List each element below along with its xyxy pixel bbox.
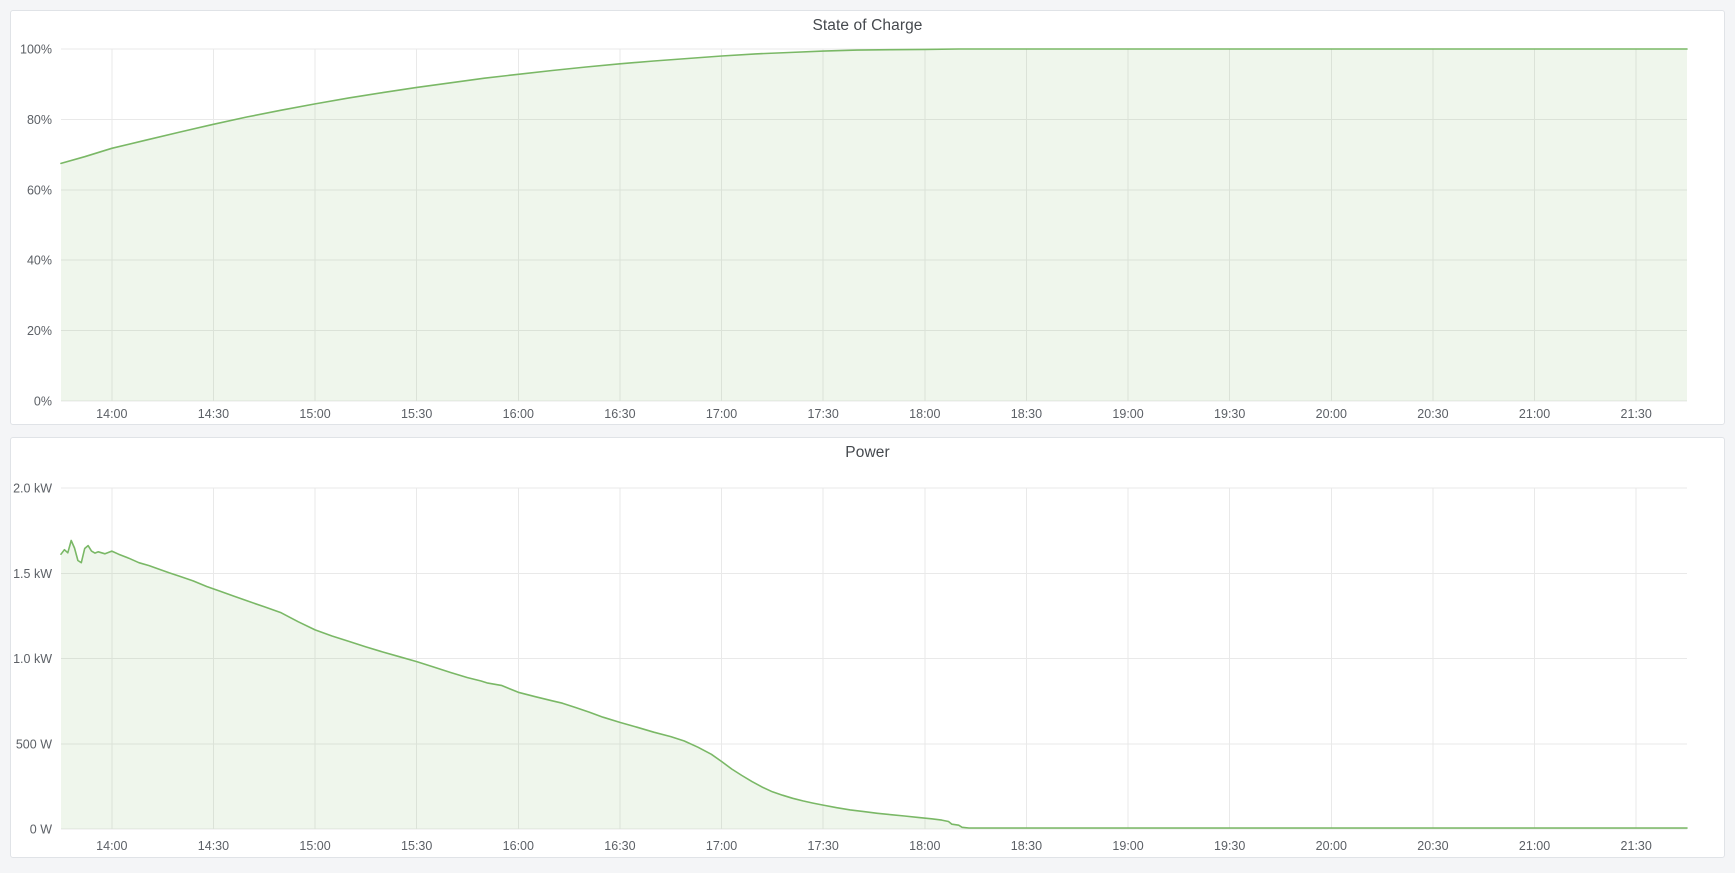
- y-axis-label: 40%: [27, 254, 52, 268]
- y-axis-label: 0 W: [30, 823, 52, 837]
- x-axis-label: 20:30: [1417, 407, 1448, 421]
- x-axis-label: 15:00: [299, 407, 330, 421]
- x-axis-label: 18:00: [909, 407, 940, 421]
- y-axis-label: 0%: [34, 395, 52, 409]
- x-axis-label: 15:30: [401, 839, 432, 853]
- x-axis-label: 21:00: [1519, 407, 1550, 421]
- x-axis-label: 21:00: [1519, 839, 1550, 853]
- power-chart-plot[interactable]: 0 W 500 W 1.0 kW 1.5 kW 2.0 kW 14:00 14:30 15:0…: [11, 438, 1724, 857]
- grid: [61, 48, 1687, 402]
- x-axis-label: 14:30: [198, 839, 229, 853]
- x-axis-label: 19:30: [1214, 407, 1245, 421]
- x-axis-label: 14:30: [198, 407, 229, 421]
- x-axis-label: 16:30: [604, 839, 635, 853]
- x-axis-label: 17:30: [808, 407, 839, 421]
- x-axis-label: 18:30: [1011, 839, 1042, 853]
- x-axis-label: 16:00: [503, 407, 534, 421]
- x-axis-label: 19:00: [1112, 839, 1143, 853]
- series-area: [61, 49, 1687, 401]
- panel-title-power[interactable]: Power: [845, 444, 890, 461]
- y-axis-label: 80%: [27, 113, 52, 127]
- x-axis-label: 20:00: [1316, 407, 1347, 421]
- panel-title-state-of-charge[interactable]: State of Charge: [812, 17, 923, 34]
- x-axis-label: 18:30: [1011, 407, 1042, 421]
- x-axis-label: 14:00: [96, 839, 127, 853]
- panel-state-of-charge: State of Charge 0% 20% 40% 60% 80% 100% 14:00 1…: [10, 10, 1725, 425]
- y-axis-label: 20%: [27, 324, 52, 338]
- series-area: [61, 540, 1687, 829]
- y-axis-label: 60%: [27, 183, 52, 197]
- x-axis-label: 21:30: [1621, 839, 1652, 853]
- x-axis-label: 20:30: [1417, 839, 1448, 853]
- x-axis-label: 18:00: [909, 839, 940, 853]
- x-axis-label: 17:00: [706, 839, 737, 853]
- x-axis-label: 21:30: [1621, 407, 1652, 421]
- y-axis-label: 1.0 kW: [13, 652, 52, 666]
- series-line: [60, 48, 1688, 165]
- grid: [61, 487, 1687, 830]
- y-axis-label: 1.5 kW: [13, 567, 52, 581]
- x-axis-label: 17:00: [706, 407, 737, 421]
- x-axis-label: 19:00: [1112, 407, 1143, 421]
- x-axis-label: 15:00: [299, 839, 330, 853]
- x-axis-label: 17:30: [808, 839, 839, 853]
- soc-chart-plot[interactable]: 0% 20% 40% 60% 80% 100% 14:00 14:30 15:00 15:30 16…: [11, 11, 1724, 424]
- x-axis-label: 16:00: [503, 839, 534, 853]
- y-axis-label: 2.0 kW: [13, 482, 52, 496]
- series-line: [60, 539, 1688, 829]
- x-axis-label: 19:30: [1214, 839, 1245, 853]
- x-axis-label: 20:00: [1316, 839, 1347, 853]
- y-axis-label: 500 W: [16, 737, 52, 751]
- x-axis-label: 14:00: [96, 407, 127, 421]
- panel-power: Power 0 W 500 W 1.0 kW 1.5 kW 2.0 kW 14:00 14:…: [10, 437, 1725, 858]
- x-axis-label: 16:30: [604, 407, 635, 421]
- x-axis-label: 15:30: [401, 407, 432, 421]
- y-axis-label: 100%: [20, 43, 52, 57]
